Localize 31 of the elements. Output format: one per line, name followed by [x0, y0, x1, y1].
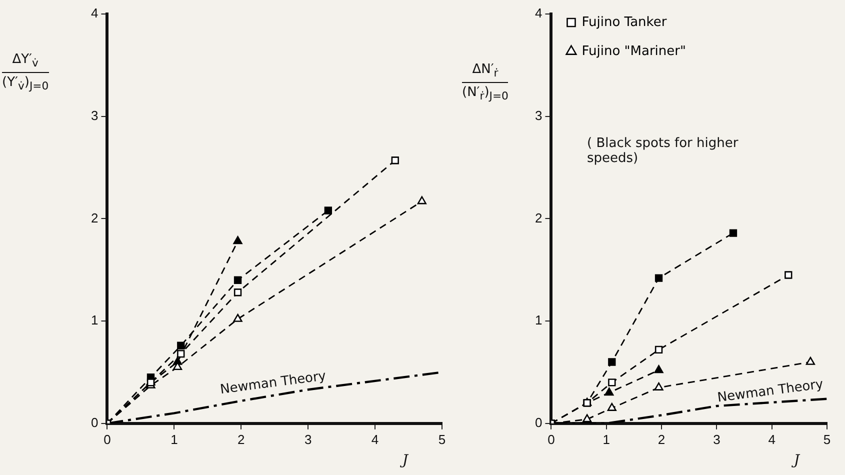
annotation: Newman Theory — [716, 377, 824, 406]
y-tick-label: 0 — [534, 414, 542, 430]
y-tick-label: 1 — [90, 312, 98, 328]
x-tick-label: 0 — [548, 432, 555, 447]
x-tick-label: 1 — [602, 432, 610, 447]
x-tick-label: 2 — [238, 432, 245, 447]
y-tick-label: 4 — [90, 6, 98, 21]
annotation: Newman Theory — [219, 368, 328, 398]
y-tick-label: 1 — [534, 312, 542, 328]
y-tick-label: 0 — [90, 414, 98, 430]
x-axis-title: J — [790, 452, 801, 469]
x-tick-label: 5 — [438, 432, 446, 447]
annotation: ( Black spots for higher speeds) — [587, 136, 740, 166]
y-tick-label: 2 — [534, 210, 542, 226]
x-axis-title: J — [399, 452, 410, 469]
y-tick-label: 2 — [90, 210, 98, 226]
x-tick-label: 2 — [658, 432, 666, 447]
x-tick-label: 1 — [170, 432, 178, 447]
x-tick-label: 3 — [304, 432, 312, 447]
text: ΔY′$_{v̇}$ (Y′$_{v̇}$)$_{J=0}$ — [2, 52, 49, 92]
text: ΔN′$_{ṙ}$ (N′$_{ṙ}$)$_{J=0}$ — [462, 62, 508, 102]
x-tick-label: 5 — [823, 432, 831, 447]
x-tick-label: 4 — [768, 432, 776, 447]
x-tick-label: 4 — [371, 432, 379, 447]
y-tick-label: 3 — [90, 108, 98, 123]
x-tick-label: 3 — [713, 432, 720, 447]
y-tick-label: 4 — [534, 6, 542, 21]
y-tick-label: 3 — [534, 108, 542, 123]
legend-label: Fujino Tanker — [582, 14, 668, 30]
legend-label: Fujino "Mariner" — [582, 44, 686, 59]
x-tick-label: 0 — [104, 432, 111, 447]
